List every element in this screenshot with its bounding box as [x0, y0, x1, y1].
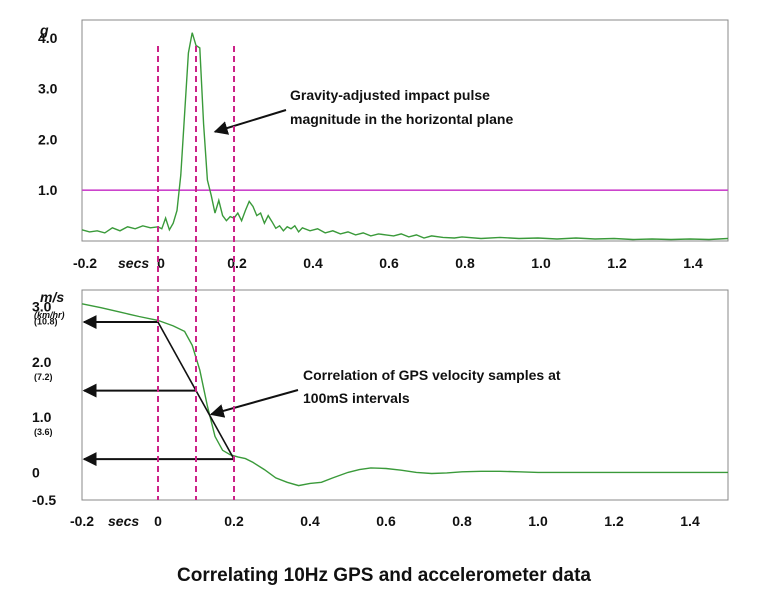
velocity-y-tick-label: 2.0: [32, 354, 52, 370]
velocity-x-tick-label: 0.8: [452, 513, 472, 529]
velocity-y-tick-label: -0.5: [32, 492, 56, 508]
acceleration-y-tick-label: 4.0: [38, 30, 58, 46]
acceleration-x-tick-label: 0.4: [303, 255, 323, 271]
velocity-y-tick-label: 3.0: [32, 299, 52, 315]
velocity-panel: m/s (km/hr) 3.0(10.8)2.0(7.2)1.0(3.6)0-0…: [32, 289, 729, 529]
acceleration-x-tick-label: 0: [157, 255, 165, 271]
velocity-x-unit-label: secs: [108, 513, 139, 529]
acceleration-unit-label: g: [39, 22, 49, 38]
velocity-x-ticks: -0.2 0 0.2 0.4 0.6 0.8 1.0 1.2 1.4: [70, 513, 700, 529]
impact-annotation-arrow: [213, 109, 287, 135]
velocity-x-tick-label: 1.0: [528, 513, 548, 529]
acceleration-x-ticks: -0.2 0 0.2 0.4 0.6 0.8 1.0 1.2 1.4: [73, 255, 703, 271]
velocity-x-tick-label: 1.4: [680, 513, 700, 529]
acceleration-plot-frame: [81, 19, 729, 242]
velocity-x-tick-label: 0: [154, 513, 162, 529]
acceleration-x-tick-label: 0.6: [379, 255, 399, 271]
velocity-x-tick-label: 0.4: [300, 513, 320, 529]
acceleration-y-tick-label: 1.0: [38, 182, 58, 198]
impact-annotation-line-1: Gravity-adjusted impact pulse: [290, 87, 490, 103]
velocity-y-tick-label: 0: [32, 464, 40, 480]
velocity-y-tick-sublabel: (3.6): [34, 427, 53, 437]
acceleration-x-tick-label: 1.2: [607, 255, 627, 271]
velocity-y-ticks: 3.0 (10.8) 2.0 (7.2) 1.0 (3.6) 0 -0.5: [32, 299, 58, 508]
velocity-y-tick-sublabel: (10.8): [34, 317, 58, 327]
gps-annotation-line-1: Correlation of GPS velocity samples at: [303, 367, 561, 383]
velocity-unit-sublabel: (km/hr): [34, 310, 65, 320]
acceleration-x-tick-label: 0.2: [227, 255, 247, 271]
velocity-unit-label: m/s: [40, 289, 64, 305]
velocity-x-tick-label: -0.2: [70, 513, 94, 529]
velocity-series-line: [81, 303, 728, 487]
acceleration-x-tick-label: 1.4: [683, 255, 703, 271]
velocity-x-tick-label: 0.2: [224, 513, 244, 529]
velocity-y-tick-sublabel: (7.2): [34, 372, 53, 382]
gps-annotation-arrow: [209, 389, 299, 418]
acceleration-x-tick-label: -0.2: [73, 255, 97, 271]
velocity-y-tick-label: 1.0: [32, 409, 52, 425]
impact-annotation-line-2: magnitude in the horizontal plane: [290, 111, 513, 127]
velocity-plot-frame: [81, 289, 729, 501]
acceleration-y-tick-label: 3.0: [38, 81, 58, 97]
acceleration-y-ticks: 4.0 3.0 2.0 1.0: [38, 30, 58, 198]
correlation-markers: [157, 46, 235, 500]
velocity-x-tick-label: 1.2: [604, 513, 624, 529]
figure-caption: Correlating 10Hz GPS and accelerometer d…: [177, 565, 591, 586]
gps-annotation-line-2: 100mS intervals: [303, 390, 410, 406]
acceleration-series-line: [81, 32, 729, 241]
acceleration-x-tick-label: 0.8: [455, 255, 475, 271]
acceleration-y-tick-label: 2.0: [38, 131, 58, 147]
acceleration-x-unit-label: secs: [118, 255, 149, 271]
velocity-x-tick-label: 0.6: [376, 513, 396, 529]
acceleration-x-tick-label: 1.0: [531, 255, 551, 271]
acceleration-panel: g 4.0 3.0 2.0 1.0 -0.2 0 0.2 0.4 0.6 0.8 1.0 1.2 1.…: [38, 19, 729, 271]
